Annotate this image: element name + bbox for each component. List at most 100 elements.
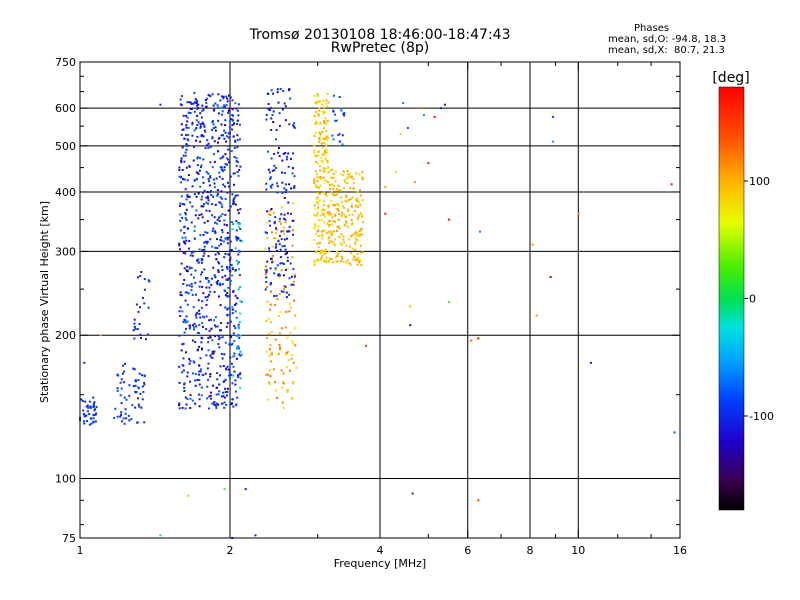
echo-point xyxy=(209,391,212,394)
echo-point xyxy=(338,96,341,98)
echo-point xyxy=(202,205,205,208)
echo-point xyxy=(194,281,197,284)
echo-point xyxy=(293,186,296,189)
echo-point xyxy=(358,258,361,261)
echo-point xyxy=(237,334,240,337)
echo-point xyxy=(213,182,216,185)
echo-point xyxy=(209,318,212,321)
echo-point xyxy=(125,398,128,401)
echo-point xyxy=(212,127,215,130)
echo-point xyxy=(356,263,359,266)
echo-point xyxy=(228,374,230,377)
echo-point xyxy=(413,180,416,183)
echo-point xyxy=(188,284,191,287)
echo-point xyxy=(273,152,276,155)
echo-point xyxy=(341,249,344,252)
echo-point xyxy=(87,406,90,409)
echo-point xyxy=(219,99,222,102)
echo-point xyxy=(221,357,224,360)
echo-point xyxy=(447,300,450,303)
echo-point xyxy=(188,240,191,242)
echo-point xyxy=(319,184,322,187)
echo-point xyxy=(290,306,293,309)
echo-point xyxy=(221,276,224,279)
echo-point xyxy=(346,182,349,184)
echo-point xyxy=(178,166,181,169)
echo-point xyxy=(184,396,187,399)
echo-point xyxy=(223,406,226,409)
echo-point xyxy=(236,139,239,142)
echo-point xyxy=(281,192,284,194)
echo-point xyxy=(286,388,289,391)
echo-point xyxy=(276,91,279,94)
echo-point xyxy=(206,191,209,193)
echo-point xyxy=(183,137,186,140)
echo-point xyxy=(289,331,292,334)
echo-point xyxy=(273,169,276,172)
echo-point xyxy=(212,266,215,269)
echo-point xyxy=(216,325,219,328)
echo-point xyxy=(354,241,357,244)
echo-point xyxy=(200,116,203,119)
echo-point xyxy=(180,161,183,164)
echo-point xyxy=(220,243,223,246)
echo-point xyxy=(226,394,228,397)
echo-point xyxy=(138,405,141,408)
echo-point xyxy=(216,386,218,389)
echo-point xyxy=(216,218,219,221)
echo-point xyxy=(231,228,234,231)
echo-point xyxy=(282,152,285,155)
echo-point xyxy=(236,222,239,225)
echo-point xyxy=(338,188,341,191)
echo-point xyxy=(321,211,324,214)
echo-point xyxy=(184,407,187,410)
echo-point xyxy=(140,337,142,339)
echo-point xyxy=(267,213,270,216)
echo-point xyxy=(217,150,220,153)
echo-point xyxy=(216,194,219,197)
echo-point xyxy=(328,236,331,239)
echo-point xyxy=(287,152,290,155)
echo-point xyxy=(180,181,182,184)
echo-point xyxy=(314,122,317,125)
echo-point xyxy=(330,223,333,226)
echo-point xyxy=(318,139,321,142)
echo-point xyxy=(212,352,215,355)
echo-point xyxy=(292,361,295,364)
echo-point xyxy=(227,136,230,139)
echo-point xyxy=(277,273,280,275)
echo-point xyxy=(329,169,332,172)
echo-point xyxy=(345,222,348,225)
echo-point xyxy=(191,185,194,188)
echo-point xyxy=(226,97,229,100)
echo-point xyxy=(229,175,232,178)
echo-point xyxy=(180,349,183,352)
echo-point xyxy=(214,335,216,338)
echo-point xyxy=(228,295,231,298)
echo-point xyxy=(334,113,336,116)
echo-point xyxy=(244,488,247,491)
echo-point xyxy=(189,380,191,383)
echo-point xyxy=(313,238,316,241)
echo-point xyxy=(316,162,319,165)
echo-point xyxy=(193,193,196,196)
echo-point xyxy=(220,168,223,171)
echo-point xyxy=(239,350,242,353)
echo-point xyxy=(116,387,119,390)
echo-point xyxy=(186,371,189,374)
echo-point xyxy=(92,421,95,424)
echo-point xyxy=(268,210,271,213)
echo-point xyxy=(673,431,676,434)
echo-point xyxy=(198,332,201,334)
echo-point xyxy=(223,166,226,169)
echo-point xyxy=(335,119,338,122)
echo-point xyxy=(360,194,362,197)
echo-point xyxy=(313,149,316,152)
echo-point xyxy=(340,196,343,199)
echo-point xyxy=(336,254,339,257)
echo-point xyxy=(207,281,210,284)
echo-point xyxy=(420,107,423,110)
echo-point xyxy=(186,320,189,323)
echo-point xyxy=(200,336,203,339)
echo-point xyxy=(275,227,277,230)
